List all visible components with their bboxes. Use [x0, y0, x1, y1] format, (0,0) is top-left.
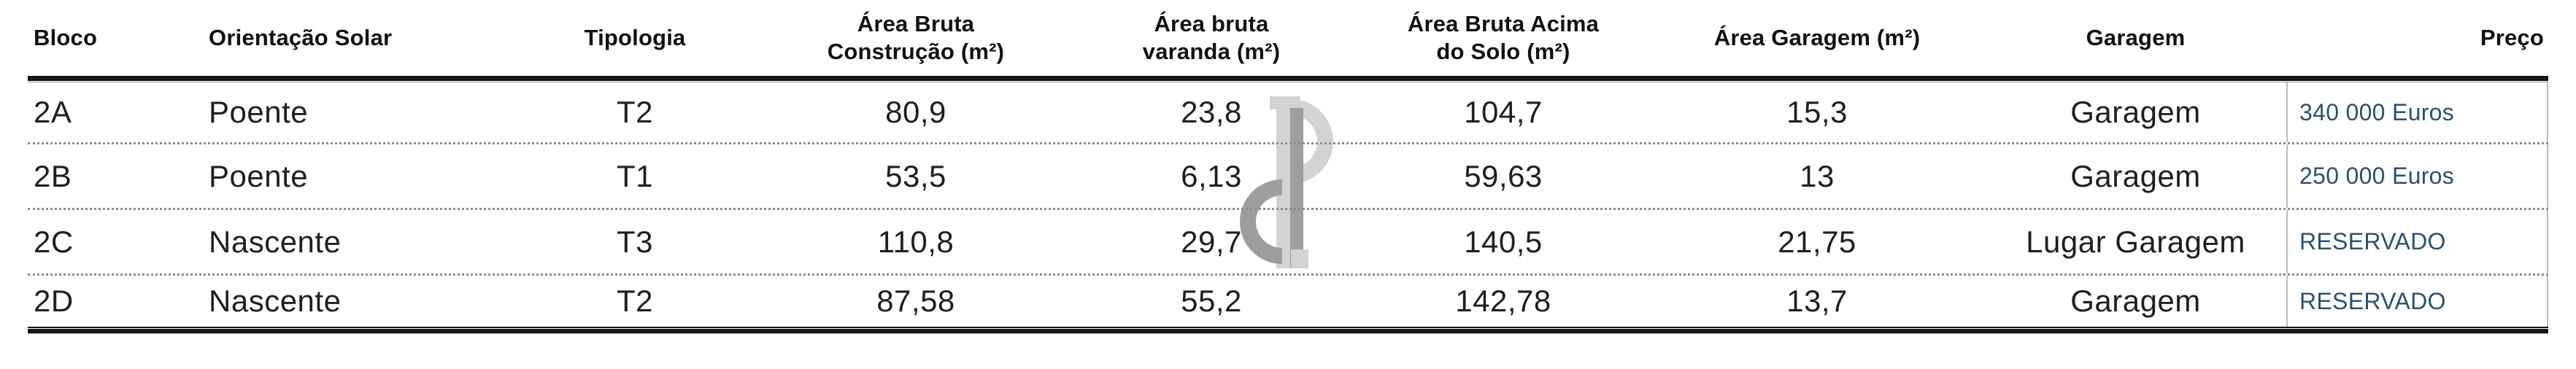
- cell-orientacao-solar: Poente: [209, 158, 309, 193]
- cell-area-garagem: 15,3: [1786, 95, 1848, 129]
- table-row-2a: 2A Poente T2 80,9 23,8 104,7 15,3 Garage…: [28, 82, 2548, 144]
- cell-tipologia: T2: [616, 284, 653, 318]
- cell-preco: RESERVADO: [2286, 210, 2548, 273]
- cell-tipologia: T3: [616, 224, 653, 259]
- cell-preco: 340 000 Euros: [2286, 82, 2548, 142]
- cell-tipologia: T1: [616, 158, 653, 193]
- cell-garagem: Garagem: [2070, 158, 2201, 193]
- cell-preco: 250 000 Euros: [2286, 144, 2548, 208]
- cell-area-bruta-acima-solo: 140,5: [1464, 224, 1543, 259]
- header-cell-garagem: Garagem: [2086, 24, 2186, 50]
- table-row-2c: 2C Nascente T3 110,8 29,7 140,5 21,75 Lu…: [28, 210, 2548, 276]
- table-bottom-rule: [28, 327, 2548, 334]
- cell-bloco: 2C: [34, 224, 74, 259]
- table-row-2b: 2B Poente T1 53,5 6,13 59,63 13 Garagem …: [28, 144, 2548, 210]
- cell-garagem: Lugar Garagem: [2026, 224, 2245, 259]
- header-cell-area-garagem: Área Garagem (m²): [1713, 24, 1921, 50]
- apartments-price-table: Bloco Orientação Solar Tipologia Área Br…: [28, 0, 2548, 334]
- cell-garagem: Garagem: [2070, 284, 2201, 318]
- cell-preco: RESERVADO: [2286, 276, 2548, 327]
- table-row-2d: 2D Nascente T2 87,58 55,2 142,78 13,7 Ga…: [28, 276, 2548, 327]
- cell-bloco: 2D: [34, 284, 74, 318]
- cell-area-bruta-varanda: 29,7: [1181, 224, 1242, 259]
- cell-tipologia: T2: [616, 95, 653, 129]
- cell-area-garagem: 21,75: [1778, 224, 1856, 259]
- cell-orientacao-solar: Nascente: [209, 224, 342, 259]
- cell-area-bruta-acima-solo: 142,78: [1455, 284, 1551, 318]
- header-divider-rule: [28, 75, 2548, 82]
- cell-area-bruta-varanda: 55,2: [1181, 284, 1242, 318]
- cell-area-garagem: 13,7: [1786, 284, 1848, 318]
- cell-area-bruta-construcao: 53,5: [885, 158, 946, 193]
- cell-bloco: 2B: [34, 158, 72, 193]
- table-header-row: Bloco Orientação Solar Tipologia Área Br…: [28, 0, 2548, 75]
- cell-area-bruta-varanda: 6,13: [1181, 158, 1242, 193]
- header-cell-tipologia: Tipologia: [584, 24, 686, 50]
- cell-bloco: 2A: [34, 95, 72, 129]
- header-cell-area-bruta-varanda: Área bruta varanda (m²): [1142, 10, 1281, 64]
- header-cell-area-bruta-construcao: Área Bruta Construção (m²): [827, 10, 1005, 64]
- header-cell-preco: Preço: [2480, 24, 2544, 50]
- cell-orientacao-solar: Nascente: [209, 284, 342, 318]
- header-cell-bloco: Bloco: [34, 24, 98, 50]
- cell-area-bruta-construcao: 110,8: [877, 224, 955, 259]
- cell-area-bruta-construcao: 80,9: [885, 95, 946, 129]
- cell-area-bruta-construcao: 87,58: [876, 284, 955, 318]
- cell-area-bruta-varanda: 23,8: [1181, 95, 1242, 129]
- header-cell-area-bruta-acima-solo: Área Bruta Acima do Solo (m²): [1407, 10, 1600, 64]
- cell-area-bruta-acima-solo: 59,63: [1464, 158, 1543, 193]
- header-cell-orientacao-solar: Orientação Solar: [209, 24, 393, 50]
- cell-area-bruta-acima-solo: 104,7: [1464, 95, 1543, 129]
- cell-garagem: Garagem: [2070, 95, 2201, 129]
- dp-monogram-watermark-icon: [1240, 96, 1333, 268]
- cell-orientacao-solar: Poente: [209, 95, 309, 129]
- cell-area-garagem: 13: [1800, 158, 1835, 193]
